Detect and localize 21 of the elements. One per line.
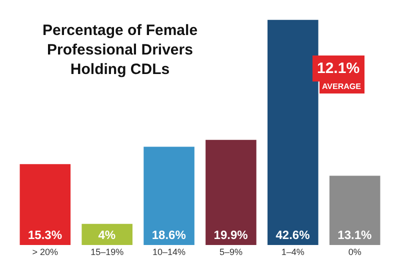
data-label: 18.6% xyxy=(152,228,186,242)
bar xyxy=(268,20,318,245)
annotation: 12.1% xyxy=(317,60,360,77)
data-label: 19.9% xyxy=(214,228,248,242)
data-label: 4% xyxy=(98,228,116,242)
bar xyxy=(82,224,132,245)
bar xyxy=(206,140,256,245)
bar xyxy=(20,164,71,245)
text: Percentage of Female Professional Drivers Holding CDLs xyxy=(42,22,198,78)
x-tick-label: 0% xyxy=(348,247,362,257)
x-tick-label: 1–4% xyxy=(281,247,304,257)
x-tick-label: 15–19% xyxy=(90,247,124,257)
bar xyxy=(144,146,194,245)
data-label: 15.3% xyxy=(28,228,62,242)
bar xyxy=(329,176,380,245)
data-label: 42.6% xyxy=(276,228,310,242)
x-tick-label: 5–9% xyxy=(219,247,242,257)
annotation: AVERAGE xyxy=(322,82,362,91)
data-label: 13.1% xyxy=(338,228,372,242)
x-tick-label: > 20% xyxy=(32,247,58,257)
x-tick-label: 10–14% xyxy=(152,247,186,257)
